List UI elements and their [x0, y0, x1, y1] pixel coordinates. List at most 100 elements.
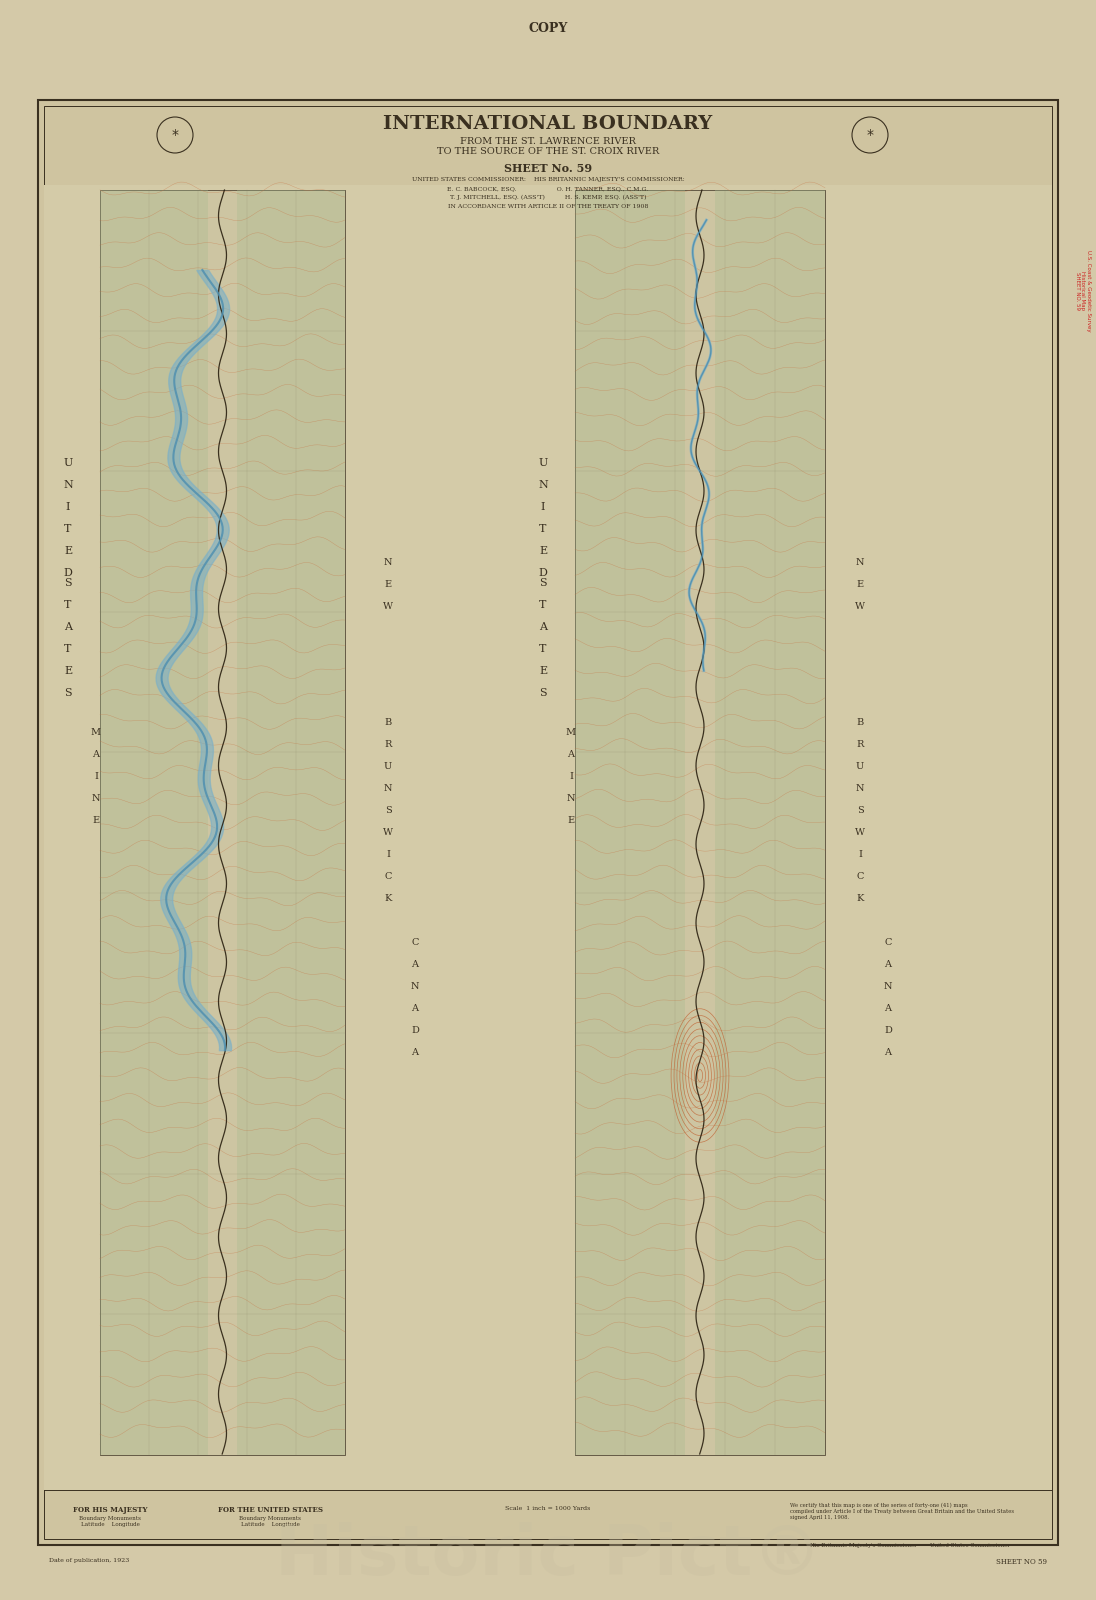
Text: TO THE SOURCE OF THE ST. CROIX RIVER: TO THE SOURCE OF THE ST. CROIX RIVER: [437, 147, 659, 157]
Bar: [100, 190, 208, 1454]
Text: W: W: [855, 602, 865, 611]
Bar: [715, 190, 825, 1454]
Text: A: A: [64, 621, 72, 632]
Text: *: *: [171, 128, 179, 142]
Text: D: D: [538, 568, 547, 578]
Text: I: I: [540, 501, 545, 512]
Text: E: E: [64, 546, 72, 555]
Text: D: D: [411, 1026, 419, 1035]
Text: His Britannic Majesty's Commissioner: His Britannic Majesty's Commissioner: [810, 1542, 917, 1549]
Text: A: A: [92, 750, 100, 758]
Text: U: U: [384, 762, 392, 771]
Bar: [237, 190, 345, 1454]
Text: FOR HIS MAJESTY: FOR HIS MAJESTY: [72, 1506, 147, 1514]
Text: A: A: [539, 621, 547, 632]
Text: COPY: COPY: [528, 22, 568, 35]
Text: R: R: [856, 739, 864, 749]
Text: E: E: [568, 816, 574, 826]
Text: E: E: [539, 546, 547, 555]
Text: K: K: [856, 894, 864, 902]
Text: W: W: [855, 829, 865, 837]
Text: A: A: [884, 960, 891, 970]
Text: I: I: [94, 773, 98, 781]
Text: S: S: [65, 578, 72, 587]
Text: E: E: [64, 666, 72, 675]
Bar: [44, 106, 1052, 1539]
Text: Scale  1 inch = 1000 Yards: Scale 1 inch = 1000 Yards: [505, 1506, 591, 1510]
Text: United States Commissioner: United States Commissioner: [931, 1542, 1011, 1549]
Text: E: E: [385, 579, 391, 589]
Text: N: N: [856, 784, 865, 794]
Text: N: N: [384, 784, 392, 794]
Text: We certify that this map is one of the series of forty-one (41) maps
compiled un: We certify that this map is one of the s…: [790, 1502, 1014, 1520]
Text: R: R: [385, 739, 391, 749]
Text: B: B: [385, 718, 391, 726]
Text: D: D: [884, 1026, 892, 1035]
Text: A: A: [568, 750, 574, 758]
Text: E: E: [539, 666, 547, 675]
Text: T: T: [539, 600, 547, 610]
Text: U.S. Coast & Geodetic Survey
Historical Map
SHEET NO. 59: U.S. Coast & Geodetic Survey Historical …: [1075, 250, 1092, 331]
Bar: [575, 190, 685, 1454]
Text: T: T: [65, 643, 71, 653]
Text: I: I: [386, 850, 390, 859]
Text: N: N: [64, 480, 72, 490]
Text: N: N: [567, 794, 575, 803]
Text: I: I: [569, 773, 573, 781]
Text: S: S: [65, 688, 72, 698]
Text: A: A: [411, 960, 419, 970]
Text: C: C: [884, 938, 892, 947]
Text: U: U: [856, 762, 864, 771]
Text: N: N: [384, 558, 392, 566]
Text: K: K: [385, 894, 391, 902]
Text: A: A: [884, 1005, 891, 1013]
Text: *: *: [867, 128, 874, 142]
Text: INTERNATIONAL BOUNDARY: INTERNATIONAL BOUNDARY: [384, 115, 712, 133]
Text: N: N: [538, 480, 548, 490]
Text: A: A: [411, 1048, 419, 1058]
Text: W: W: [383, 602, 393, 611]
Text: FOR THE UNITED STATES: FOR THE UNITED STATES: [217, 1506, 322, 1514]
Text: S: S: [385, 806, 391, 814]
Text: I: I: [858, 850, 861, 859]
Text: T: T: [65, 600, 71, 610]
Text: U: U: [538, 458, 548, 467]
Text: A: A: [411, 1005, 419, 1013]
Text: U: U: [64, 458, 72, 467]
Text: C: C: [385, 872, 391, 882]
Text: Date of publication, 1923: Date of publication, 1923: [49, 1558, 129, 1563]
Text: N: N: [411, 982, 420, 990]
Text: IN ACCORDANCE WITH ARTICLE II OF THE TREATY OF 1908: IN ACCORDANCE WITH ARTICLE II OF THE TRE…: [448, 203, 648, 210]
Text: M: M: [566, 728, 576, 738]
Bar: [100, 190, 345, 1454]
Text: S: S: [539, 578, 547, 587]
Text: A: A: [884, 1048, 891, 1058]
Text: I: I: [66, 501, 70, 512]
Text: D: D: [64, 568, 72, 578]
Text: T: T: [65, 523, 71, 533]
Text: UNITED STATES COMMISSIONER:    HIS BRITANNIC MAJESTY'S COMMISSIONER:: UNITED STATES COMMISSIONER: HIS BRITANNI…: [412, 178, 684, 182]
Text: N: N: [92, 794, 100, 803]
Text: Boundary Monuments
Latitude    Longitude: Boundary Monuments Latitude Longitude: [239, 1517, 301, 1526]
Text: S: S: [539, 688, 547, 698]
Text: SHEET No. 59: SHEET No. 59: [504, 163, 592, 174]
Text: W: W: [383, 829, 393, 837]
Bar: [575, 190, 825, 1454]
Text: C: C: [411, 938, 419, 947]
Text: M: M: [91, 728, 101, 738]
Text: C: C: [856, 872, 864, 882]
Text: T: T: [539, 523, 547, 533]
Bar: [44, 186, 1052, 1490]
Text: N: N: [883, 982, 892, 990]
Text: Historic Pict®: Historic Pict®: [275, 1522, 821, 1589]
Text: E: E: [92, 816, 100, 826]
Text: E. C. BABCOCK, ESQ.                    O. H. TANNER, ESQ., C.M.G.: E. C. BABCOCK, ESQ. O. H. TANNER, ESQ., …: [447, 186, 649, 190]
Text: T: T: [539, 643, 547, 653]
Text: B: B: [856, 718, 864, 726]
Text: E: E: [856, 579, 864, 589]
Text: FROM THE ST. LAWRENCE RIVER: FROM THE ST. LAWRENCE RIVER: [460, 138, 636, 146]
Text: SHEET NO 59: SHEET NO 59: [996, 1558, 1047, 1566]
Text: S: S: [857, 806, 864, 814]
Text: Boundary Monuments
Latitude    Longitude: Boundary Monuments Latitude Longitude: [79, 1517, 141, 1526]
Text: T. J. MITCHELL, ESQ. (ASS'T)          H. S. KEMP, ESQ. (ASS'T): T. J. MITCHELL, ESQ. (ASS'T) H. S. KEMP,…: [449, 195, 647, 200]
